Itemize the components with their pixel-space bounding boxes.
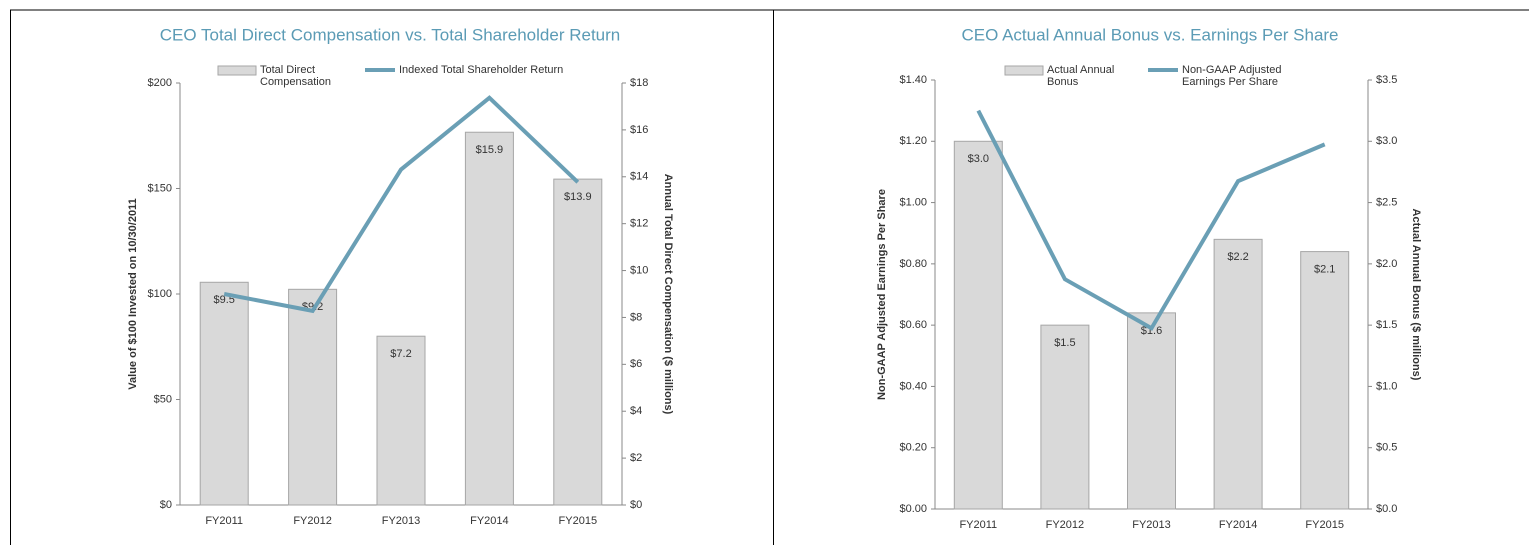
legend-item: Indexed Total Shareholder Return (399, 64, 564, 76)
line-series (223, 95, 580, 314)
y-tick-label: $0.00 (899, 503, 927, 515)
bar-value-label: $9.5 (213, 294, 234, 306)
legend-label: Actual Annual Bonus (1047, 64, 1115, 88)
legend-item: Total Direct Compensation (260, 64, 331, 88)
y-tick-label: $0 (160, 499, 172, 511)
y2-tick-label: $18 (630, 77, 648, 89)
x-tick-label: FY2014 (470, 515, 509, 527)
bar-value-label: $7.2 (390, 348, 411, 360)
x-tick-label: FY2013 (1132, 519, 1171, 531)
y-axis-title: Value of $100 Invested on 10/30/2011 (127, 198, 139, 389)
legend-label: Total Direct Compensation (260, 64, 331, 88)
y-tick-label: $200 (148, 77, 172, 89)
y2-tick-label: $8 (630, 311, 642, 323)
y-tick-label: $1.20 (899, 135, 927, 147)
bar (464, 131, 514, 506)
chart-title: CEO Total Direct Compensation vs. Total … (160, 25, 621, 44)
x-tick-label: FY2014 (1219, 519, 1258, 531)
legend-label: Indexed Total Shareholder Return (399, 64, 564, 76)
x-tick-label: FY2012 (293, 515, 332, 527)
legend-label: Non-GAAP Adjusted Earnings Per Share (1182, 64, 1282, 88)
bar (1127, 312, 1176, 510)
x-tick-label: FY2013 (382, 515, 421, 527)
bar (1213, 238, 1263, 510)
bar-value-label: $15.9 (476, 144, 504, 156)
y-tick-label: $50 (154, 393, 172, 405)
bar (953, 140, 1003, 510)
x-tick-label: FY2011 (205, 515, 243, 527)
bar-value-label: $1.5 (1054, 337, 1075, 349)
y-axis-title: Non-GAAP Adjusted Earnings Per Share (876, 189, 888, 400)
bar-value-label: $2.1 (1314, 264, 1335, 276)
y2-tick-label: $3.0 (1376, 135, 1397, 147)
x-tick-label: FY2011 (959, 519, 997, 531)
y2-tick-label: $3.5 (1376, 74, 1397, 86)
y2-tick-label: $0.5 (1376, 442, 1397, 454)
bar-value-label: $1.6 (1141, 325, 1162, 337)
chart-title: CEO Actual Annual Bonus vs. Earnings Per… (961, 25, 1338, 44)
y-tick-label: $0.60 (899, 319, 927, 331)
y-tick-label: $1.40 (899, 74, 927, 86)
bar (1040, 324, 1090, 510)
y2-tick-label: $10 (630, 264, 648, 276)
y-tick-label: $0.40 (899, 380, 927, 392)
bar-value-label: $13.9 (564, 191, 592, 203)
line-series (976, 109, 1326, 331)
y2-tick-label: $0.0 (1376, 503, 1397, 515)
y-tick-label: $100 (148, 288, 172, 300)
y2-tick-label: $2.0 (1376, 258, 1397, 270)
y2-axis-title: Annual Total Direct Compensation ($ mill… (662, 174, 674, 415)
y2-tick-label: $1.0 (1376, 380, 1397, 392)
legend-swatch (1004, 65, 1044, 76)
y2-tick-label: $12 (630, 218, 648, 230)
y2-axis-title: Actual Annual Bonus ($ millions) (1410, 209, 1422, 381)
x-tick-label: FY2015 (559, 515, 598, 527)
y2-tick-label: $2.5 (1376, 196, 1397, 208)
bar-value-label: $3.0 (968, 153, 989, 165)
x-tick-label: FY2015 (1305, 519, 1344, 531)
y2-tick-label: $14 (630, 171, 648, 183)
y-tick-label: $0.80 (899, 258, 927, 270)
bar (288, 288, 338, 506)
bar (553, 178, 603, 506)
x-tick-label: FY2012 (1046, 519, 1085, 531)
y2-tick-label: $0 (630, 499, 642, 511)
legend-swatch (217, 65, 257, 76)
bar-value-label: $2.2 (1227, 251, 1248, 263)
bar (376, 335, 426, 506)
y-tick-label: $0.20 (899, 442, 927, 454)
y2-tick-label: $16 (630, 124, 648, 136)
legend-item: Actual Annual Bonus (1047, 64, 1115, 88)
y-tick-label: $150 (148, 182, 172, 194)
bar (199, 281, 249, 506)
y-tick-label: $1.00 (899, 196, 927, 208)
y2-tick-label: $1.5 (1376, 319, 1397, 331)
legend-item: Non-GAAP Adjusted Earnings Per Share (1182, 64, 1282, 88)
y2-tick-label: $6 (630, 358, 642, 370)
y2-tick-label: $2 (630, 452, 642, 464)
y2-tick-label: $4 (630, 405, 642, 417)
bar (1300, 251, 1350, 510)
